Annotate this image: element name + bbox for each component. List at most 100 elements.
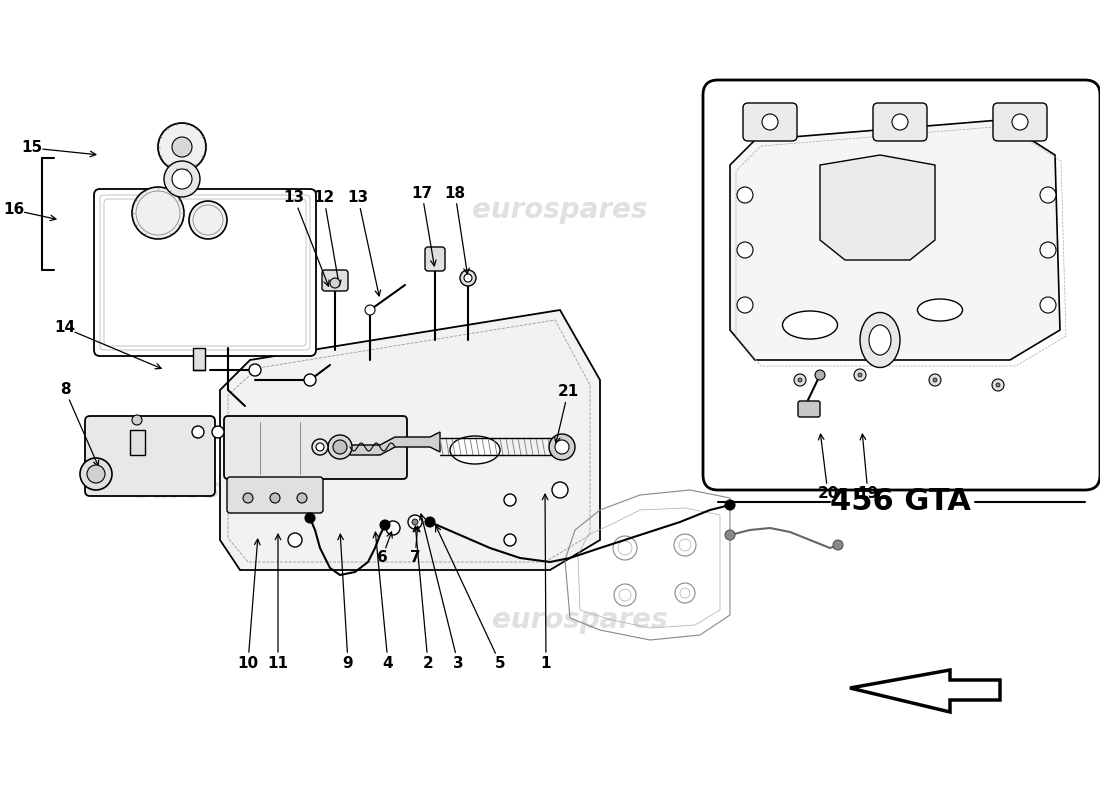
Text: 15: 15 bbox=[21, 141, 43, 155]
Circle shape bbox=[556, 440, 569, 454]
Circle shape bbox=[172, 137, 192, 157]
Text: 18: 18 bbox=[444, 186, 465, 201]
Text: 13: 13 bbox=[284, 190, 305, 206]
Text: 14: 14 bbox=[54, 321, 76, 335]
Circle shape bbox=[725, 500, 735, 510]
Circle shape bbox=[164, 161, 200, 197]
Circle shape bbox=[189, 201, 227, 239]
Ellipse shape bbox=[869, 325, 891, 355]
FancyBboxPatch shape bbox=[425, 247, 446, 271]
Circle shape bbox=[933, 378, 937, 382]
Text: 11: 11 bbox=[267, 655, 288, 670]
Circle shape bbox=[212, 426, 224, 438]
FancyBboxPatch shape bbox=[322, 270, 348, 291]
Text: 9: 9 bbox=[343, 655, 353, 670]
Polygon shape bbox=[730, 120, 1060, 360]
Text: 5: 5 bbox=[495, 655, 505, 670]
Ellipse shape bbox=[782, 311, 837, 339]
Circle shape bbox=[1012, 114, 1028, 130]
Text: 10: 10 bbox=[238, 655, 258, 670]
Circle shape bbox=[305, 513, 315, 523]
FancyBboxPatch shape bbox=[85, 416, 214, 496]
Circle shape bbox=[725, 530, 735, 540]
Circle shape bbox=[794, 374, 806, 386]
Circle shape bbox=[833, 540, 843, 550]
Circle shape bbox=[675, 583, 695, 603]
Circle shape bbox=[1040, 297, 1056, 313]
Circle shape bbox=[80, 458, 112, 490]
Circle shape bbox=[288, 493, 302, 507]
Circle shape bbox=[379, 520, 390, 530]
Polygon shape bbox=[220, 310, 600, 570]
Circle shape bbox=[549, 434, 575, 460]
Circle shape bbox=[1040, 242, 1056, 258]
Circle shape bbox=[815, 370, 825, 380]
Circle shape bbox=[312, 439, 328, 455]
FancyBboxPatch shape bbox=[993, 103, 1047, 141]
Circle shape bbox=[304, 374, 316, 386]
Text: 8: 8 bbox=[59, 382, 70, 398]
Circle shape bbox=[365, 305, 375, 315]
Circle shape bbox=[328, 435, 352, 459]
Circle shape bbox=[992, 379, 1004, 391]
Text: 7: 7 bbox=[409, 550, 420, 566]
Circle shape bbox=[737, 242, 754, 258]
Text: 21: 21 bbox=[558, 385, 579, 399]
Circle shape bbox=[333, 440, 346, 454]
Circle shape bbox=[158, 123, 206, 171]
Text: eurospares: eurospares bbox=[493, 606, 668, 634]
Circle shape bbox=[464, 274, 472, 282]
Ellipse shape bbox=[450, 436, 500, 464]
Circle shape bbox=[87, 465, 104, 483]
Circle shape bbox=[858, 373, 862, 377]
Circle shape bbox=[249, 364, 261, 376]
Bar bbox=[192, 348, 205, 370]
Text: 1: 1 bbox=[541, 655, 551, 670]
Circle shape bbox=[425, 517, 435, 527]
Circle shape bbox=[132, 415, 142, 425]
Circle shape bbox=[270, 493, 280, 503]
Text: 17: 17 bbox=[411, 186, 432, 201]
Circle shape bbox=[460, 270, 476, 286]
Text: 12: 12 bbox=[314, 190, 334, 206]
Circle shape bbox=[854, 369, 866, 381]
Circle shape bbox=[330, 278, 340, 288]
Text: 456 GTA: 456 GTA bbox=[829, 487, 970, 517]
Circle shape bbox=[504, 534, 516, 546]
Polygon shape bbox=[350, 432, 440, 455]
Circle shape bbox=[386, 521, 400, 535]
Text: 2: 2 bbox=[422, 655, 433, 670]
FancyBboxPatch shape bbox=[873, 103, 927, 141]
FancyBboxPatch shape bbox=[227, 477, 323, 513]
Circle shape bbox=[674, 534, 696, 556]
FancyBboxPatch shape bbox=[742, 103, 797, 141]
Circle shape bbox=[1040, 187, 1056, 203]
Circle shape bbox=[737, 297, 754, 313]
Circle shape bbox=[172, 169, 192, 189]
Text: eurospares: eurospares bbox=[472, 196, 648, 224]
Circle shape bbox=[892, 114, 907, 130]
FancyBboxPatch shape bbox=[224, 416, 407, 479]
Circle shape bbox=[798, 378, 802, 382]
Text: eurospares: eurospares bbox=[132, 476, 308, 504]
Circle shape bbox=[996, 383, 1000, 387]
Text: 3: 3 bbox=[453, 655, 463, 670]
FancyBboxPatch shape bbox=[798, 401, 820, 417]
Circle shape bbox=[504, 494, 516, 506]
Text: 6: 6 bbox=[376, 550, 387, 566]
Ellipse shape bbox=[860, 313, 900, 367]
Circle shape bbox=[192, 426, 204, 438]
Circle shape bbox=[613, 536, 637, 560]
Circle shape bbox=[930, 374, 940, 386]
Circle shape bbox=[737, 187, 754, 203]
Text: 16: 16 bbox=[3, 202, 24, 218]
Text: 20: 20 bbox=[817, 486, 838, 502]
Polygon shape bbox=[820, 155, 935, 260]
Circle shape bbox=[408, 515, 422, 529]
Circle shape bbox=[552, 482, 568, 498]
Ellipse shape bbox=[917, 299, 962, 321]
Circle shape bbox=[243, 493, 253, 503]
Circle shape bbox=[132, 187, 184, 239]
Text: 19: 19 bbox=[857, 486, 879, 502]
Text: 4: 4 bbox=[383, 655, 394, 670]
